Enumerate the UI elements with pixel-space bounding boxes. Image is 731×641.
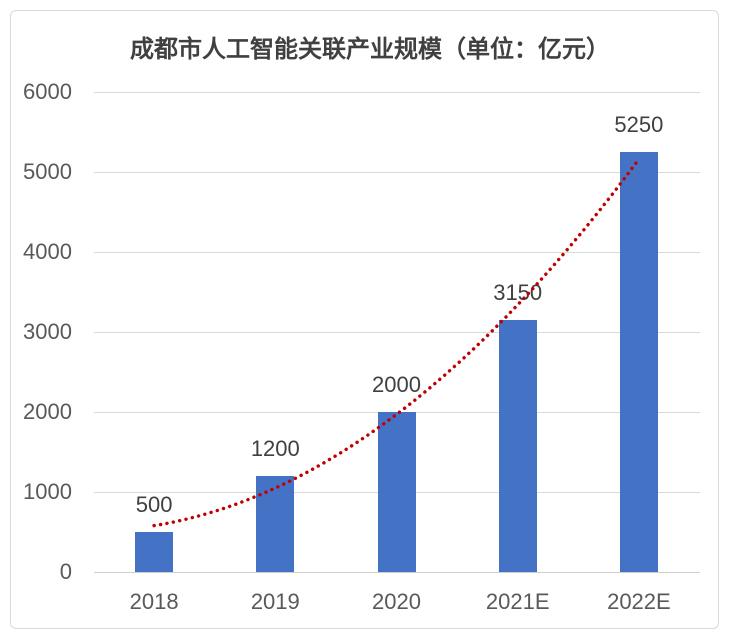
x-axis-tick-label: 2022E (607, 589, 671, 614)
y-axis-tick-label: 0 (59, 559, 72, 584)
bar-data-label: 3150 (493, 280, 543, 305)
y-axis-tick-label: 6000 (23, 79, 72, 104)
x-axis-tick-label: 2020 (372, 589, 421, 614)
y-axis-tick-label: 4000 (23, 239, 72, 264)
gridline (93, 92, 700, 93)
chart-title: 成都市人工智能关联产业规模（单位：亿元） (130, 36, 610, 63)
bar-data-label: 2000 (372, 372, 421, 397)
x-axis-line (93, 572, 700, 573)
bar-data-label: 5250 (614, 112, 664, 137)
x-axis-tick-label: 2021E (485, 589, 550, 614)
y-axis-tick-label: 3000 (23, 319, 72, 344)
gridline (93, 332, 700, 333)
bar (135, 532, 174, 572)
bar (256, 476, 295, 572)
bar-data-label: 1200 (250, 436, 300, 461)
chart-border (10, 10, 719, 629)
y-axis-tick-label: 2000 (23, 399, 72, 424)
gridline (93, 252, 700, 253)
bar (619, 152, 658, 572)
y-axis-tick-label: 5000 (23, 159, 72, 184)
gridline (93, 172, 700, 173)
bar (377, 412, 416, 572)
x-axis-tick-label: 2018 (129, 589, 179, 614)
y-axis-tick-label: 1000 (23, 479, 72, 504)
bar (498, 320, 537, 572)
x-axis-tick-label: 2019 (250, 589, 300, 614)
bar-data-label: 500 (135, 492, 173, 517)
